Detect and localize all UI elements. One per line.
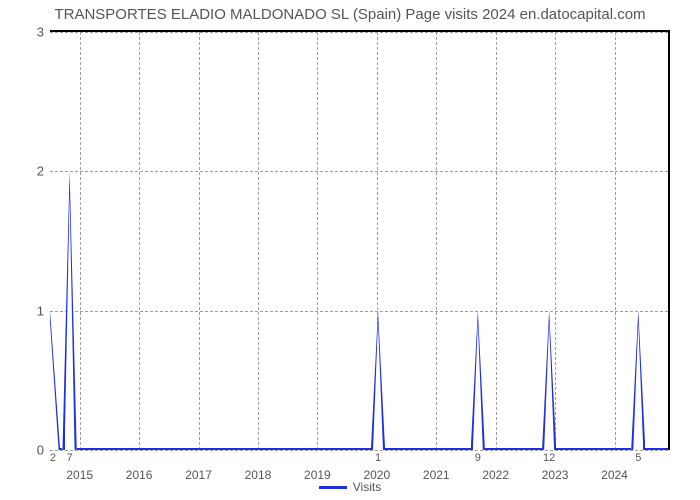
chart-legend: Visits	[0, 479, 700, 494]
x-gridline	[199, 32, 200, 450]
series-baseline	[556, 448, 631, 451]
x-gridline	[80, 32, 81, 450]
x-sublabel: 2	[50, 450, 56, 464]
y-tick-label: 1	[37, 303, 50, 318]
x-year-label: 2016	[126, 450, 153, 482]
x-gridline	[139, 32, 140, 450]
x-sublabel: 5	[635, 450, 641, 464]
series-baseline	[485, 448, 542, 451]
chart-title: TRANSPORTES ELADIO MALDONADO SL (Spain) …	[0, 6, 700, 23]
x-sublabel: 1	[375, 450, 381, 464]
y-gridline	[50, 32, 668, 33]
series-baseline	[385, 448, 471, 451]
y-gridline	[50, 171, 668, 172]
x-gridline	[436, 32, 437, 450]
series-baseline	[60, 448, 62, 451]
y-gridline	[50, 311, 668, 312]
x-gridline	[615, 32, 616, 450]
y-tick-label: 3	[37, 25, 50, 40]
x-sublabel: 7	[67, 450, 73, 464]
x-gridline	[555, 32, 556, 450]
x-year-label: 2024	[601, 450, 628, 482]
series-baseline	[645, 448, 668, 451]
x-sublabel: 9	[475, 450, 481, 464]
x-year-label: 2021	[423, 450, 450, 482]
legend-swatch	[319, 486, 347, 489]
y-tick-label: 2	[37, 164, 50, 179]
x-year-label: 2018	[245, 450, 272, 482]
x-sublabel: 12	[543, 450, 555, 464]
plot-area: 0123201520162017201820192020202120222023…	[50, 30, 670, 450]
x-gridline	[496, 32, 497, 450]
x-year-label: 2022	[482, 450, 509, 482]
series-baseline	[77, 448, 371, 451]
x-year-label: 2019	[304, 450, 331, 482]
y-tick-label: 0	[37, 443, 50, 458]
visits-chart: TRANSPORTES ELADIO MALDONADO SL (Spain) …	[0, 0, 700, 500]
x-gridline	[317, 32, 318, 450]
x-gridline	[258, 32, 259, 450]
x-year-label: 2017	[185, 450, 212, 482]
legend-label: Visits	[353, 480, 381, 494]
